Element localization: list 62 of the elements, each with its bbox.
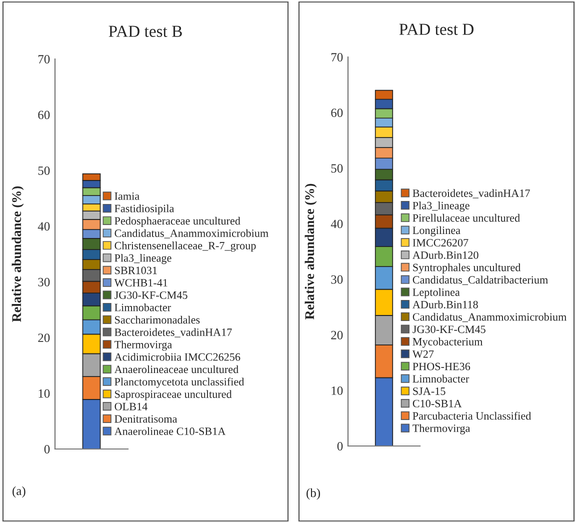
legend-label: Pedosphaeraceae uncultured (114, 216, 240, 227)
legend-label: Bacteroidetes_vadinHA17 (114, 328, 232, 338)
legend-label: OLB14 (114, 402, 148, 410)
legend-label: Iamia (114, 192, 140, 200)
legend-label: WCHB1-41 (114, 279, 168, 287)
y-tick-label: 10 (38, 389, 50, 398)
y-tick-label: 40 (38, 222, 50, 231)
legend-label: W27 (412, 350, 434, 358)
legend-label: ADurb.Bin118 (412, 300, 478, 308)
legend-label: JG30-KF-CM45 (114, 291, 188, 299)
legend-label: Candidatus_Caldatribacterium (412, 276, 548, 285)
legend-label: Longilinea (412, 226, 460, 236)
y-tick-label: 60 (331, 108, 343, 118)
chart-title: PAD test B (108, 26, 182, 37)
y-tick-label: 20 (331, 330, 343, 340)
legend-label: Acidimicrobiia IMCC26256 (114, 352, 240, 361)
legend-label: Thermovirga (412, 424, 470, 434)
chart-title: PAD test D (399, 24, 474, 35)
y-tick-label: 50 (38, 166, 50, 175)
y-axis-title: Relative abundance (%) (12, 186, 24, 322)
legend-label: Leptolinea (412, 288, 460, 298)
legend-label: SBR1031 (115, 266, 157, 274)
legend-label: Planctomycetota unclassified (114, 378, 244, 388)
legend-label: Anaerolineaceae uncultured (114, 365, 238, 374)
y-tick-label: 70 (331, 53, 343, 62)
y-tick-label: 20 (38, 334, 50, 342)
legend-label: Pirellulaceae uncultured (412, 214, 520, 222)
y-tick-label: 70 (38, 55, 50, 64)
legend-label: Anaerolineae C10-SB1A (114, 427, 226, 436)
legend-label: PHOS-HE36 (412, 362, 470, 370)
legend-label: Mycobacterium (412, 338, 483, 348)
legend-label: Limnobacter (114, 303, 171, 312)
legend-label: Christensenellaceae_R-7_group (114, 242, 256, 252)
legend-label: Pla3_lineage (114, 254, 172, 264)
legend-label: Thermovirga (114, 340, 172, 351)
legend-label: Denitratisoma (114, 415, 178, 423)
text: (b) (306, 488, 320, 500)
legend-label: Candidatus_Anammoximicrobium (114, 229, 268, 238)
legend-label: Saprospiraceae uncultured (115, 390, 232, 400)
legend-label: Saccharimonadales (115, 316, 200, 324)
y-tick-label: 10 (332, 386, 343, 395)
legend-label: ADurb.Bin120 (412, 251, 478, 259)
legend-label: Parcubacteria Unclassified (412, 412, 532, 420)
y-tick-label: 60 (38, 110, 50, 120)
legend-label: Candidatus_Anammoximicrobium (412, 312, 567, 322)
y-tick-label: 30 (38, 278, 50, 286)
text: (a) (12, 486, 26, 498)
legend-label: Bacteroidetes_vadinHA17 (412, 189, 530, 198)
y-tick-label: 30 (331, 275, 343, 284)
legend-label: JG30-KF-CM45 (412, 326, 486, 334)
legend-label: IMCC26207 (412, 238, 468, 246)
legend-label: Syntrophales uncultured (413, 263, 521, 274)
y-tick-label: 50 (331, 164, 343, 173)
legend-label: Limnobacter (412, 374, 470, 383)
legend-label: Fastidiosipila (114, 204, 174, 215)
y-tick-label: 0 (337, 442, 343, 450)
legend-label: Pla3_lineage (412, 202, 470, 212)
y-tick-label: 40 (330, 220, 343, 228)
y-tick-label: 0 (44, 445, 50, 454)
y-axis-title: Relative abundance (%) (304, 184, 317, 320)
legend-label: SJA-15 (413, 387, 446, 395)
legend-label: C10-SB1A (412, 400, 462, 408)
